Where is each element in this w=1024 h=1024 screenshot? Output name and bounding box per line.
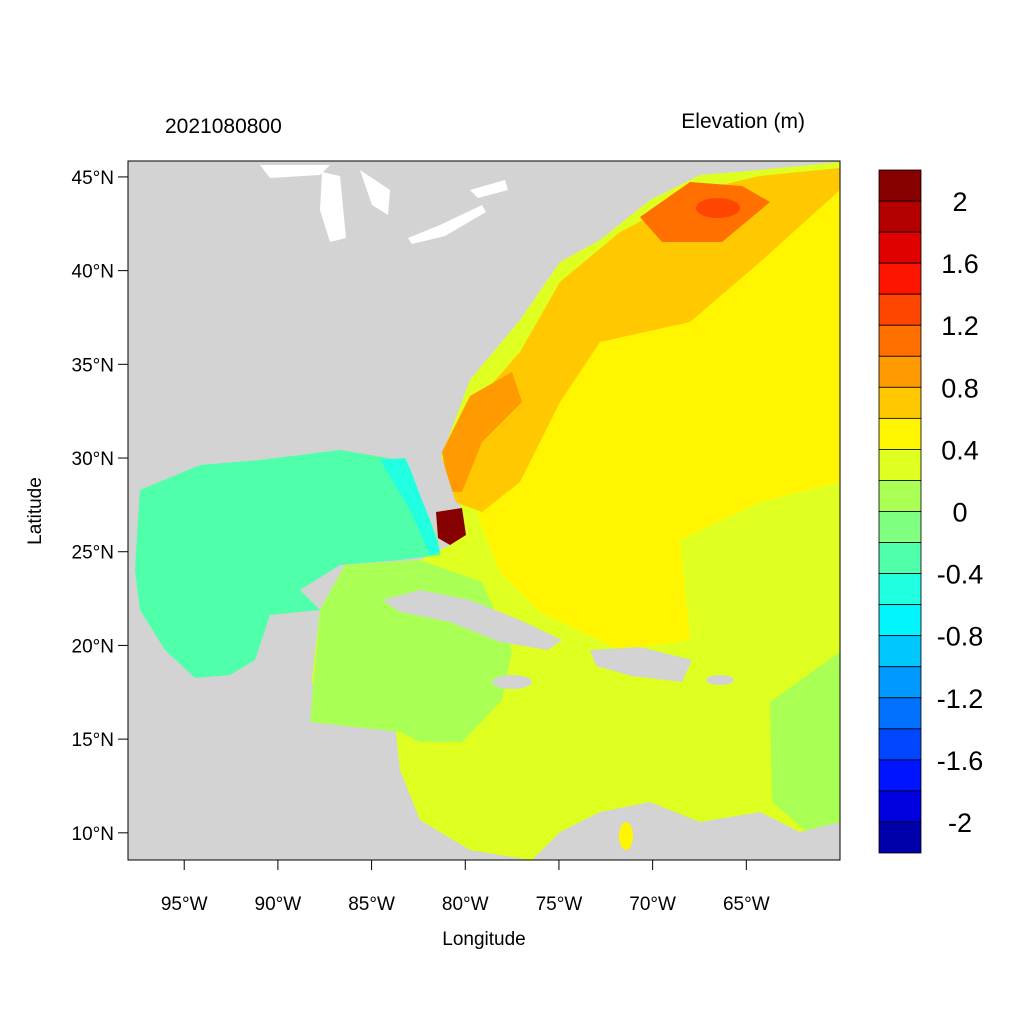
- x-tick-label: 90°W: [255, 894, 302, 915]
- colorbar-bin: [878, 324, 922, 357]
- colorbar-bin: [878, 262, 922, 295]
- colorbar-bin: [878, 417, 922, 450]
- timestamp-title: 2021080800: [165, 115, 282, 138]
- colorbar-bin: [878, 666, 922, 699]
- x-axis-label: Longitude: [442, 929, 525, 950]
- x-tick-label: 65°W: [723, 894, 770, 915]
- ocean-caribbean-west: [310, 560, 512, 742]
- colorbar-bin: [878, 635, 922, 668]
- colorbar-bin: [878, 511, 922, 543]
- ocean-caribbean-east: [770, 652, 840, 860]
- colorbar-bin: [878, 231, 922, 264]
- land-puerto-rico: [706, 675, 734, 685]
- y-tick-label: 10°N: [72, 824, 114, 845]
- colorbar-label: -0.8: [937, 622, 984, 652]
- colorbar-label: -0.4: [937, 560, 984, 590]
- y-tick-label: 45°N: [72, 168, 114, 189]
- colorbar-label: 0.4: [941, 435, 979, 465]
- lake-superior: [260, 165, 330, 178]
- colorbar-bin: [878, 200, 922, 233]
- y-axis-label: Latitude: [25, 477, 46, 545]
- land-cuba: [382, 590, 562, 650]
- lake-michigan: [320, 172, 346, 242]
- x-tick-label: 75°W: [536, 894, 583, 915]
- colorbar-bin: [878, 697, 922, 730]
- colorbar-label: 1.2: [941, 311, 979, 341]
- colorbar-label: -1.6: [937, 746, 984, 776]
- colorbar-label: -2: [948, 808, 972, 838]
- colorbar-bin: [878, 293, 922, 326]
- colorbar-bin: [878, 728, 922, 761]
- colorbar-bin: [878, 759, 922, 792]
- colorbar-bin: [878, 169, 922, 202]
- y-tick-label: 25°N: [72, 543, 114, 564]
- x-tick-label: 85°W: [348, 894, 395, 915]
- plot-frame: [127, 160, 841, 861]
- ocean-shelf-high: [442, 372, 522, 492]
- colorbar-bin: [878, 604, 922, 637]
- x-tick-label: 80°W: [442, 894, 489, 915]
- colorbar-label: 0: [952, 498, 967, 528]
- colorbar-bin: [878, 386, 922, 419]
- colorbar-label: 0.8: [941, 373, 979, 403]
- y-tick-label: 15°N: [72, 730, 114, 751]
- ocean-florida-shelf-low: [380, 458, 440, 555]
- lake-erie: [408, 205, 486, 244]
- x-tick-label: 95°W: [161, 894, 208, 915]
- variable-title: Elevation (m): [681, 110, 805, 133]
- lake-ontario: [470, 180, 508, 198]
- land-hispaniola: [590, 647, 692, 682]
- colorbar-bin: [878, 449, 922, 481]
- colorbar-bin: [878, 573, 922, 606]
- colorbar-bin: [878, 821, 922, 854]
- y-tick-label: 30°N: [72, 449, 114, 470]
- x-tick-label: 70°W: [629, 894, 676, 915]
- ocean-maine-peak: [696, 198, 740, 218]
- y-tick-label: 35°N: [72, 355, 114, 376]
- ocean-shelf: [440, 168, 840, 512]
- ocean-maracaibo: [619, 822, 633, 850]
- colorbar: 2 1.6 1.2 0.8 0.4 0 -0.4 -0.8 -1.2 -1.6 -2: [878, 169, 984, 854]
- colorbar-label: 2: [952, 187, 967, 217]
- x-axis: 95°W 90°W 85°W 80°W 75°W 70°W 65°W: [161, 860, 770, 915]
- colorbar-label: -1.2: [937, 684, 984, 714]
- land-south-america: [532, 802, 840, 860]
- surge-south-florida: [436, 508, 466, 545]
- ocean-atlantic: [470, 172, 840, 650]
- colorbar-bin: [878, 790, 922, 823]
- lake-huron: [360, 170, 390, 215]
- y-tick-label: 40°N: [72, 262, 114, 283]
- colorbar-label: 1.6: [941, 249, 979, 279]
- colorbar-bin: [878, 480, 922, 512]
- colorbar-bin: [878, 542, 922, 574]
- y-axis: 45°N 40°N 35°N 30°N 25°N 20°N 15°N 10°N: [72, 168, 128, 845]
- ocean-gulf-of-mexico: [135, 450, 440, 678]
- y-tick-label: 20°N: [72, 636, 114, 657]
- map-plot-area: [128, 161, 840, 860]
- colorbar-bin: [878, 355, 922, 388]
- land-jamaica: [492, 675, 532, 689]
